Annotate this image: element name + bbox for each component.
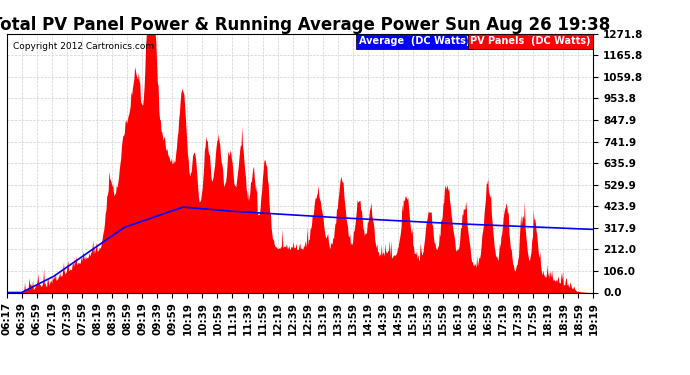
Text: Copyright 2012 Cartronics.com: Copyright 2012 Cartronics.com	[13, 42, 154, 51]
Text: PV Panels  (DC Watts): PV Panels (DC Watts)	[471, 36, 591, 46]
Text: Average  (DC Watts): Average (DC Watts)	[359, 36, 470, 46]
Title: Total PV Panel Power & Running Average Power Sun Aug 26 19:38: Total PV Panel Power & Running Average P…	[0, 16, 610, 34]
